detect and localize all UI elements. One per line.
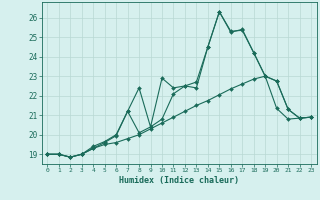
X-axis label: Humidex (Indice chaleur): Humidex (Indice chaleur) [119,176,239,185]
